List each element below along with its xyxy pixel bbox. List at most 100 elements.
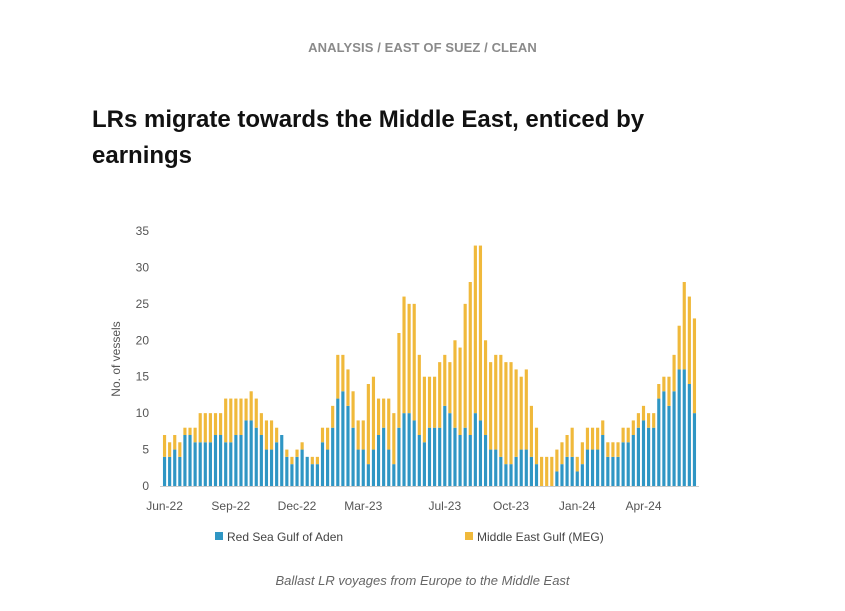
section-kicker: ANALYSIS / EAST OF SUEZ / CLEAN [308, 40, 537, 55]
bar-meg [193, 427, 197, 443]
bar-meg [326, 427, 330, 450]
bar-red-sea [346, 405, 350, 486]
legend-label-meg: Middle East Gulf (MEG) [477, 530, 604, 544]
bar-red-sea [234, 435, 238, 486]
bar-meg [208, 413, 212, 443]
bar-red-sea [366, 464, 370, 486]
bar-red-sea [489, 449, 493, 486]
bar-meg [366, 384, 370, 465]
bar-red-sea [641, 420, 646, 486]
bar-meg [585, 427, 590, 450]
bar-meg [229, 398, 233, 443]
bar-meg [168, 442, 172, 457]
bar-red-sea [162, 456, 167, 486]
bar-red-sea [203, 442, 207, 486]
x-tick-label: Oct-23 [493, 499, 529, 513]
bar-meg [295, 449, 299, 457]
bar-red-sea [667, 405, 671, 486]
bar-red-sea [606, 456, 610, 486]
bar-meg [682, 282, 686, 370]
bar-meg [478, 245, 483, 421]
chart-caption: Ballast LR voyages from Europe to the Mi… [275, 573, 570, 588]
bar-meg [621, 427, 625, 443]
bar-red-sea [575, 471, 579, 486]
bar-meg [667, 376, 671, 406]
bar-meg [331, 405, 335, 428]
bar-meg [458, 347, 462, 435]
bar-meg [636, 413, 640, 428]
bar-meg [244, 398, 248, 421]
y-tick-label: 35 [136, 224, 150, 238]
bar-meg [606, 442, 610, 457]
bar-meg [590, 427, 595, 450]
bar-red-sea [524, 449, 528, 486]
bar-meg [300, 442, 304, 450]
page-title: LRs migrate towards the Middle East, ent… [92, 106, 645, 169]
bar-red-sea [264, 449, 269, 486]
bar-red-sea [198, 442, 202, 486]
bar-red-sea [636, 427, 640, 486]
legend-swatch-red-sea [215, 532, 223, 540]
bar-red-sea [483, 435, 488, 486]
bar-red-sea [473, 413, 477, 486]
x-tick-label: Jul-23 [428, 499, 461, 513]
bar-red-sea [519, 449, 523, 486]
bar-red-sea [208, 442, 212, 486]
bar-red-sea [336, 398, 340, 486]
bar-red-sea [494, 449, 498, 486]
bar-meg [234, 398, 238, 435]
bar-meg [443, 354, 447, 406]
bar-meg [657, 384, 661, 399]
bar-meg [351, 391, 355, 428]
x-tick-label: Dec-22 [278, 499, 317, 513]
bar-meg [616, 442, 620, 457]
bar-red-sea [657, 398, 661, 486]
bar-red-sea [305, 456, 309, 486]
bar-red-sea [621, 442, 625, 486]
bar-meg [529, 405, 533, 457]
bar-meg [397, 333, 401, 428]
bar-meg [570, 427, 574, 457]
bar-meg [259, 413, 263, 435]
x-tick-label: Apr-24 [625, 499, 661, 513]
bar-red-sea [555, 471, 559, 486]
bar-red-sea [682, 369, 686, 486]
bar-meg [433, 376, 437, 428]
bar-red-sea [417, 435, 421, 486]
bar-red-sea [376, 435, 381, 486]
bar-meg [178, 442, 182, 457]
bar-meg [524, 369, 528, 450]
y-tick-label: 20 [136, 333, 150, 347]
bar-meg [468, 282, 472, 435]
bar-red-sea [478, 420, 483, 486]
bar-meg [672, 354, 676, 392]
bar-red-sea [463, 427, 467, 486]
bar-meg [285, 449, 289, 457]
bar-red-sea [422, 442, 426, 486]
bar-meg [473, 245, 477, 414]
bar-meg [509, 362, 513, 465]
y-tick-label: 5 [142, 443, 149, 457]
bar-meg [499, 354, 503, 457]
bar-red-sea [560, 464, 564, 486]
bar-meg [555, 449, 559, 472]
bar-red-sea [178, 456, 182, 486]
x-axis: Jun-22 Sep-22 Dec-22 Mar-23 Jul-23 Oct-23 Jan-… [146, 499, 662, 513]
bar-red-sea [580, 464, 584, 486]
bar-meg [448, 362, 452, 414]
bar-meg [453, 340, 457, 428]
bar-red-sea [499, 456, 503, 486]
bar-red-sea [310, 464, 314, 486]
y-tick-label: 0 [142, 479, 149, 493]
bar-red-sea [229, 442, 233, 486]
bar-red-sea [326, 449, 330, 486]
bar-red-sea [565, 456, 569, 486]
bar-red-sea [626, 442, 630, 486]
bar-red-sea [407, 413, 411, 486]
bar-red-sea [529, 456, 533, 486]
bar-red-sea [687, 384, 691, 486]
bar-meg [626, 427, 630, 443]
y-axis-label: No. of vessels [109, 321, 123, 396]
bar-meg [387, 398, 391, 450]
